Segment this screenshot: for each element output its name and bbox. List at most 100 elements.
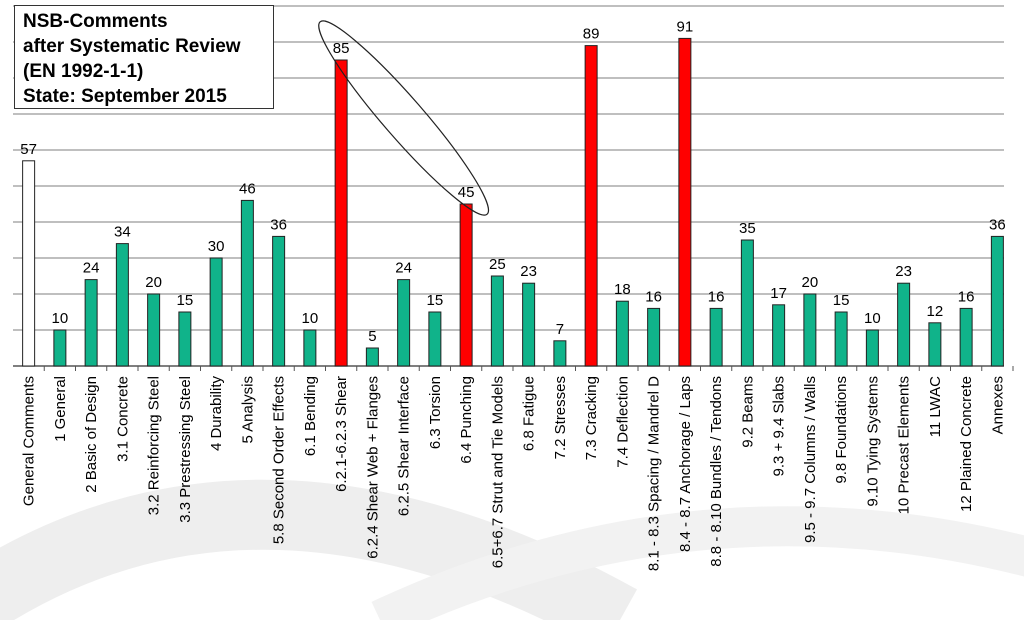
bar-9 bbox=[272, 235, 286, 367]
chart-title-line-4: State: September 2015 bbox=[23, 86, 227, 107]
bar-10 bbox=[303, 329, 317, 367]
bar-12 bbox=[365, 347, 379, 367]
value-label-10: 10 bbox=[302, 310, 319, 327]
category-label-5: 3.2 Reinforcing Steel bbox=[146, 376, 163, 515]
category-label-32: Annexes bbox=[989, 376, 1006, 434]
category-label-1: General Comments bbox=[21, 376, 38, 506]
category-label-20: 7.4 Deflection bbox=[614, 376, 631, 468]
value-label-8: 46 bbox=[239, 180, 256, 197]
value-label-20: 18 bbox=[614, 281, 631, 298]
value-label-13: 24 bbox=[395, 260, 412, 277]
bar-20 bbox=[615, 300, 629, 367]
category-label-29: 10 Precast Elements bbox=[896, 376, 913, 514]
value-label-7: 30 bbox=[208, 238, 225, 255]
chart-title-box: NSB-Comments after Systematic Review (EN… bbox=[14, 5, 274, 109]
value-label-29: 23 bbox=[895, 263, 912, 280]
category-label-6: 3.3 Prestressing Steel bbox=[177, 376, 194, 523]
bar-3 bbox=[84, 279, 98, 367]
bars-group bbox=[22, 37, 1004, 367]
category-label-30: 11 LWAC bbox=[927, 376, 944, 438]
bar-22 bbox=[678, 37, 692, 367]
bar-7 bbox=[209, 257, 223, 367]
chart-title-line-3: (EN 1992-1-1) bbox=[23, 61, 144, 82]
bar-18 bbox=[553, 340, 567, 367]
category-label-19: 7.3 Cracking bbox=[583, 376, 600, 460]
value-label-28: 10 bbox=[864, 310, 881, 327]
annotation-group bbox=[318, 20, 490, 216]
value-label-27: 15 bbox=[833, 292, 850, 309]
value-label-23: 16 bbox=[708, 288, 725, 305]
category-label-26: 9.5 - 9.7 Columns / Walls bbox=[802, 376, 819, 543]
bar-28 bbox=[865, 329, 879, 367]
background-swoosh bbox=[371, 506, 1024, 620]
category-label-2: 1 General bbox=[52, 376, 69, 442]
bar-24 bbox=[740, 239, 754, 367]
value-label-24: 35 bbox=[739, 220, 756, 237]
bar-31 bbox=[959, 307, 973, 367]
bar-29 bbox=[897, 282, 911, 367]
category-label-8: 5 Analysis bbox=[239, 376, 256, 444]
bar-19 bbox=[584, 45, 598, 367]
value-label-25: 17 bbox=[770, 285, 787, 302]
value-label-4: 34 bbox=[114, 224, 131, 241]
category-label-11: 6.2.1-6.2.3 Shear bbox=[333, 376, 350, 492]
category-label-22: 8.4 - 8.7 Anchorage / Laps bbox=[677, 376, 694, 552]
category-label-13: 6.2.5 Shear Interface bbox=[396, 376, 413, 516]
category-label-14: 6.3 Torsion bbox=[427, 376, 444, 449]
value-label-30: 12 bbox=[927, 303, 944, 320]
category-label-28: 9.10 Tying Systems bbox=[864, 376, 881, 507]
category-label-23: 8.8 - 8.10 Bundles / Tendons bbox=[708, 376, 725, 567]
value-label-11: 85 bbox=[333, 40, 350, 57]
value-label-18: 7 bbox=[556, 321, 564, 338]
bar-26 bbox=[803, 293, 817, 367]
highlight-ellipse bbox=[318, 20, 490, 216]
bar-14 bbox=[428, 311, 442, 367]
bar-1 bbox=[22, 160, 36, 367]
background-decoration bbox=[0, 479, 1024, 620]
bar-8 bbox=[240, 199, 254, 367]
bar-11 bbox=[334, 59, 348, 367]
bar-27 bbox=[834, 311, 848, 367]
value-label-15: 45 bbox=[458, 184, 475, 201]
value-label-9: 36 bbox=[270, 216, 287, 233]
value-label-16: 25 bbox=[489, 256, 506, 273]
category-label-10: 6.1 Bending bbox=[302, 376, 319, 456]
value-labels-group: 57 10 24 34 20 15 30 46 36 10 85 5 24 15 45 25 23 7 89 18 16… bbox=[20, 18, 1005, 345]
value-label-14: 15 bbox=[427, 292, 444, 309]
bar-15 bbox=[459, 203, 473, 367]
chart-title-line-1: NSB-Comments bbox=[23, 11, 168, 32]
bar-6 bbox=[178, 311, 192, 367]
value-label-19: 89 bbox=[583, 26, 600, 43]
bar-2 bbox=[53, 329, 67, 367]
category-label-16: 6.5+6.7 Strut and Tie Models bbox=[489, 376, 506, 568]
category-label-9: 5.8 Second Order Effects bbox=[271, 376, 288, 544]
category-label-24: 9.2 Beams bbox=[739, 376, 756, 448]
value-label-5: 20 bbox=[145, 274, 162, 291]
category-label-3: 2 Basic of Design bbox=[83, 376, 100, 493]
bar-32 bbox=[990, 235, 1004, 367]
bar-4 bbox=[115, 243, 129, 367]
bar-25 bbox=[772, 304, 786, 367]
value-label-26: 20 bbox=[802, 274, 819, 291]
bar-13 bbox=[397, 279, 411, 367]
value-label-17: 23 bbox=[520, 263, 537, 280]
value-label-32: 36 bbox=[989, 216, 1006, 233]
value-label-12: 5 bbox=[368, 328, 376, 345]
category-label-12: 6.2.4 Shear Web + Flanges bbox=[364, 376, 381, 559]
category-label-7: 4 Durability bbox=[208, 376, 225, 452]
category-label-27: 9.8 Foundations bbox=[833, 376, 850, 484]
bar-30 bbox=[928, 322, 942, 367]
bar-5 bbox=[147, 293, 161, 367]
bar-16 bbox=[490, 275, 504, 367]
bar-21 bbox=[647, 307, 661, 367]
value-label-3: 24 bbox=[83, 260, 100, 277]
category-label-17: 6.8 Fatigue bbox=[521, 376, 538, 451]
value-label-31: 16 bbox=[958, 288, 975, 305]
bar-23 bbox=[709, 307, 723, 367]
value-label-21: 16 bbox=[645, 288, 662, 305]
category-label-4: 3.1 Concrete bbox=[114, 376, 131, 462]
bar-17 bbox=[522, 282, 536, 367]
value-label-2: 10 bbox=[52, 310, 69, 327]
category-label-25: 9.3 + 9.4 Slabs bbox=[771, 376, 788, 477]
